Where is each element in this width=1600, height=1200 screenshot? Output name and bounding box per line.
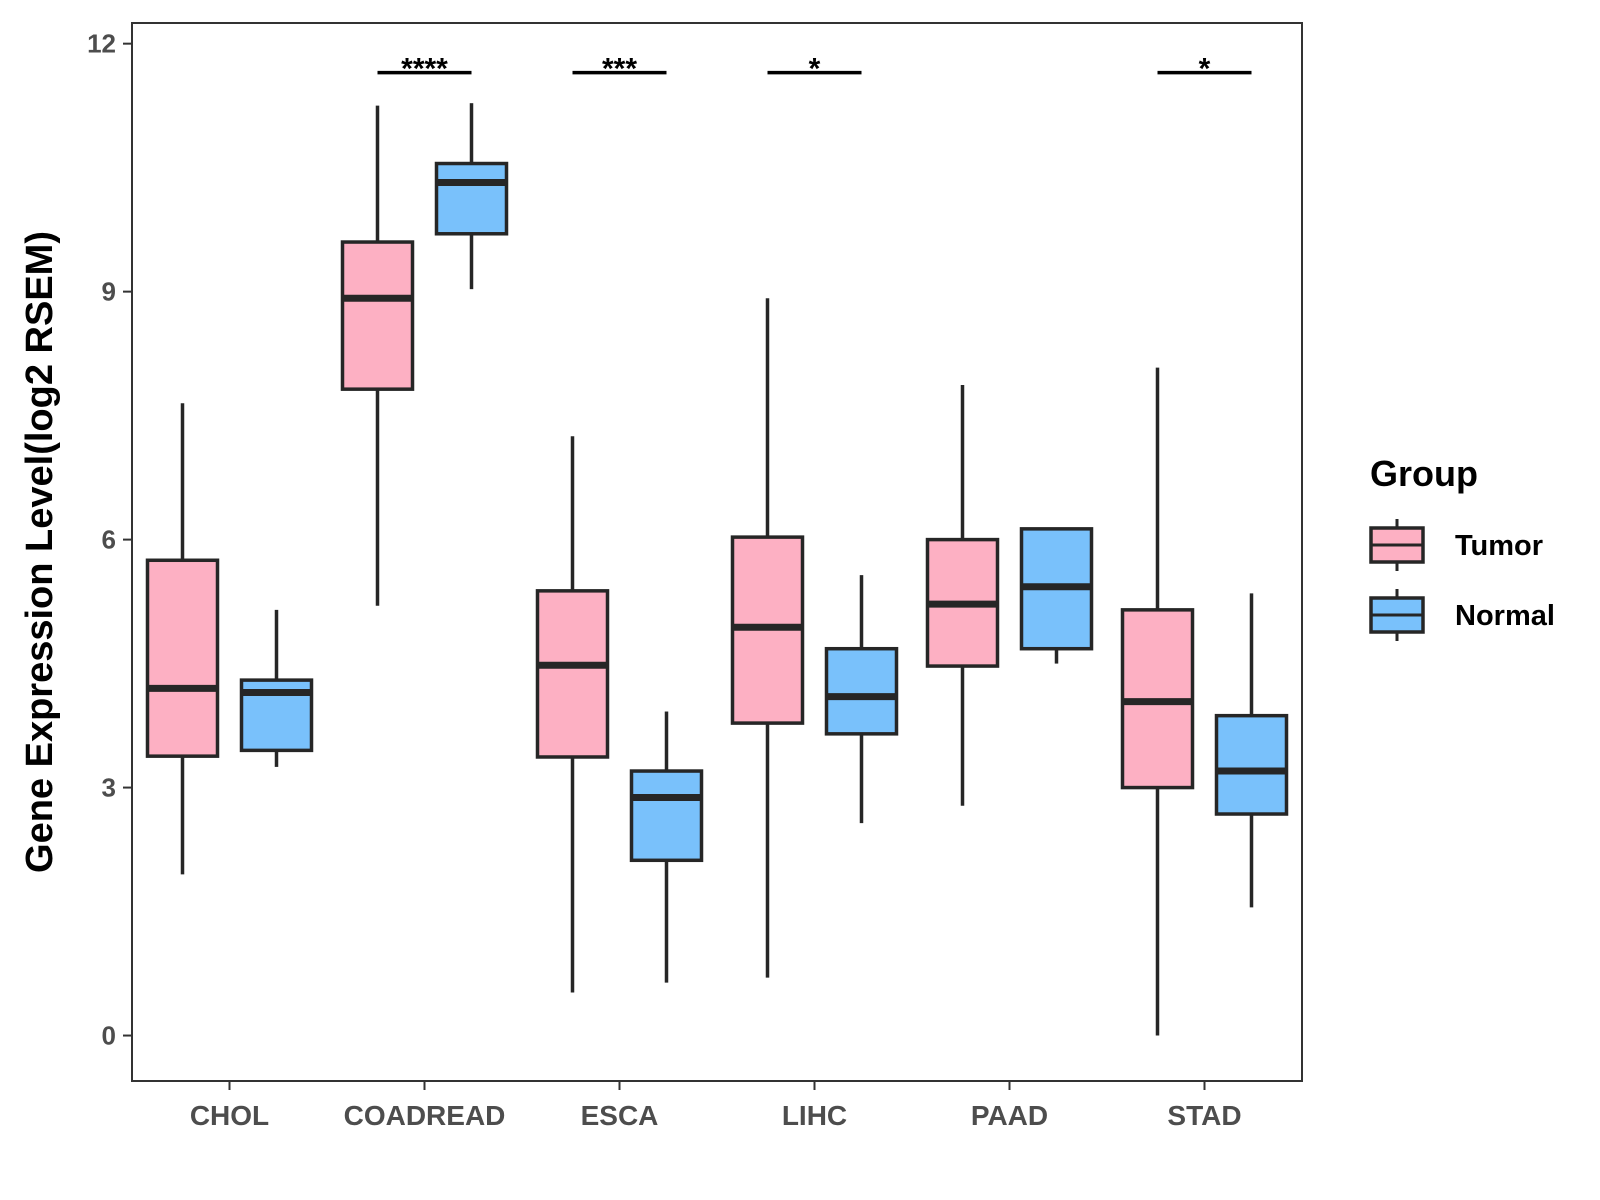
box-tumor-lihc (730, 298, 805, 978)
box-normal-coadread (434, 103, 509, 290)
legend-label: Tumor (1455, 530, 1543, 562)
y-axis: 0 3 6 9 12 (87, 29, 132, 1051)
box-normal-esca (629, 711, 704, 983)
box-tumor-esca (535, 436, 610, 993)
legend-label: Normal (1455, 600, 1555, 632)
significance-label: * (1199, 53, 1211, 86)
x-tick-label: LIHC (782, 1100, 847, 1131)
significance-label: *** (602, 53, 637, 86)
box-tumor-coadread (340, 105, 415, 606)
x-axis: CHOL COADREAD ESCA LIHC PAAD STAD (190, 1081, 1242, 1131)
box-body (1214, 713, 1289, 816)
box-tumor-paad (925, 385, 1000, 806)
x-tick-label: PAAD (971, 1100, 1048, 1131)
y-tick-label: 6 (102, 525, 116, 555)
box-groups (145, 103, 1289, 1036)
box-normal-lihc (824, 575, 899, 824)
plot-panel-border (131, 22, 1303, 1082)
box-body (434, 161, 509, 236)
significance-annotations: **** *** * * (377, 53, 1252, 86)
legend-entry-normal: Normal (1369, 589, 1555, 641)
y-tick-label: 12 (87, 29, 116, 59)
significance-label: **** (401, 53, 448, 86)
box-body (535, 589, 610, 759)
legend: Group Tumor Normal (1369, 453, 1555, 641)
y-tick-label: 3 (102, 773, 116, 803)
y-axis-label: Gene Expression Level(log2 RSEM) (19, 231, 61, 873)
box-body (145, 558, 220, 758)
y-tick-label: 0 (102, 1021, 116, 1051)
x-tick-label: COADREAD (344, 1100, 506, 1131)
x-tick-label: STAD (1167, 1100, 1241, 1131)
box-body (824, 646, 899, 736)
box-body (629, 769, 704, 863)
box-tumor-stad (1120, 367, 1195, 1036)
x-tick-label: CHOL (190, 1100, 269, 1131)
box-normal-stad (1214, 593, 1289, 908)
legend-entry-tumor: Tumor (1369, 519, 1543, 571)
box-body (340, 240, 415, 391)
legend-title: Group (1370, 453, 1478, 494)
significance-label: * (809, 53, 821, 86)
box-normal-chol (239, 609, 314, 767)
x-tick-label: ESCA (581, 1100, 659, 1131)
box-normal-paad (1019, 527, 1094, 664)
y-tick-label: 9 (102, 277, 116, 307)
box-tumor-chol (145, 403, 220, 875)
